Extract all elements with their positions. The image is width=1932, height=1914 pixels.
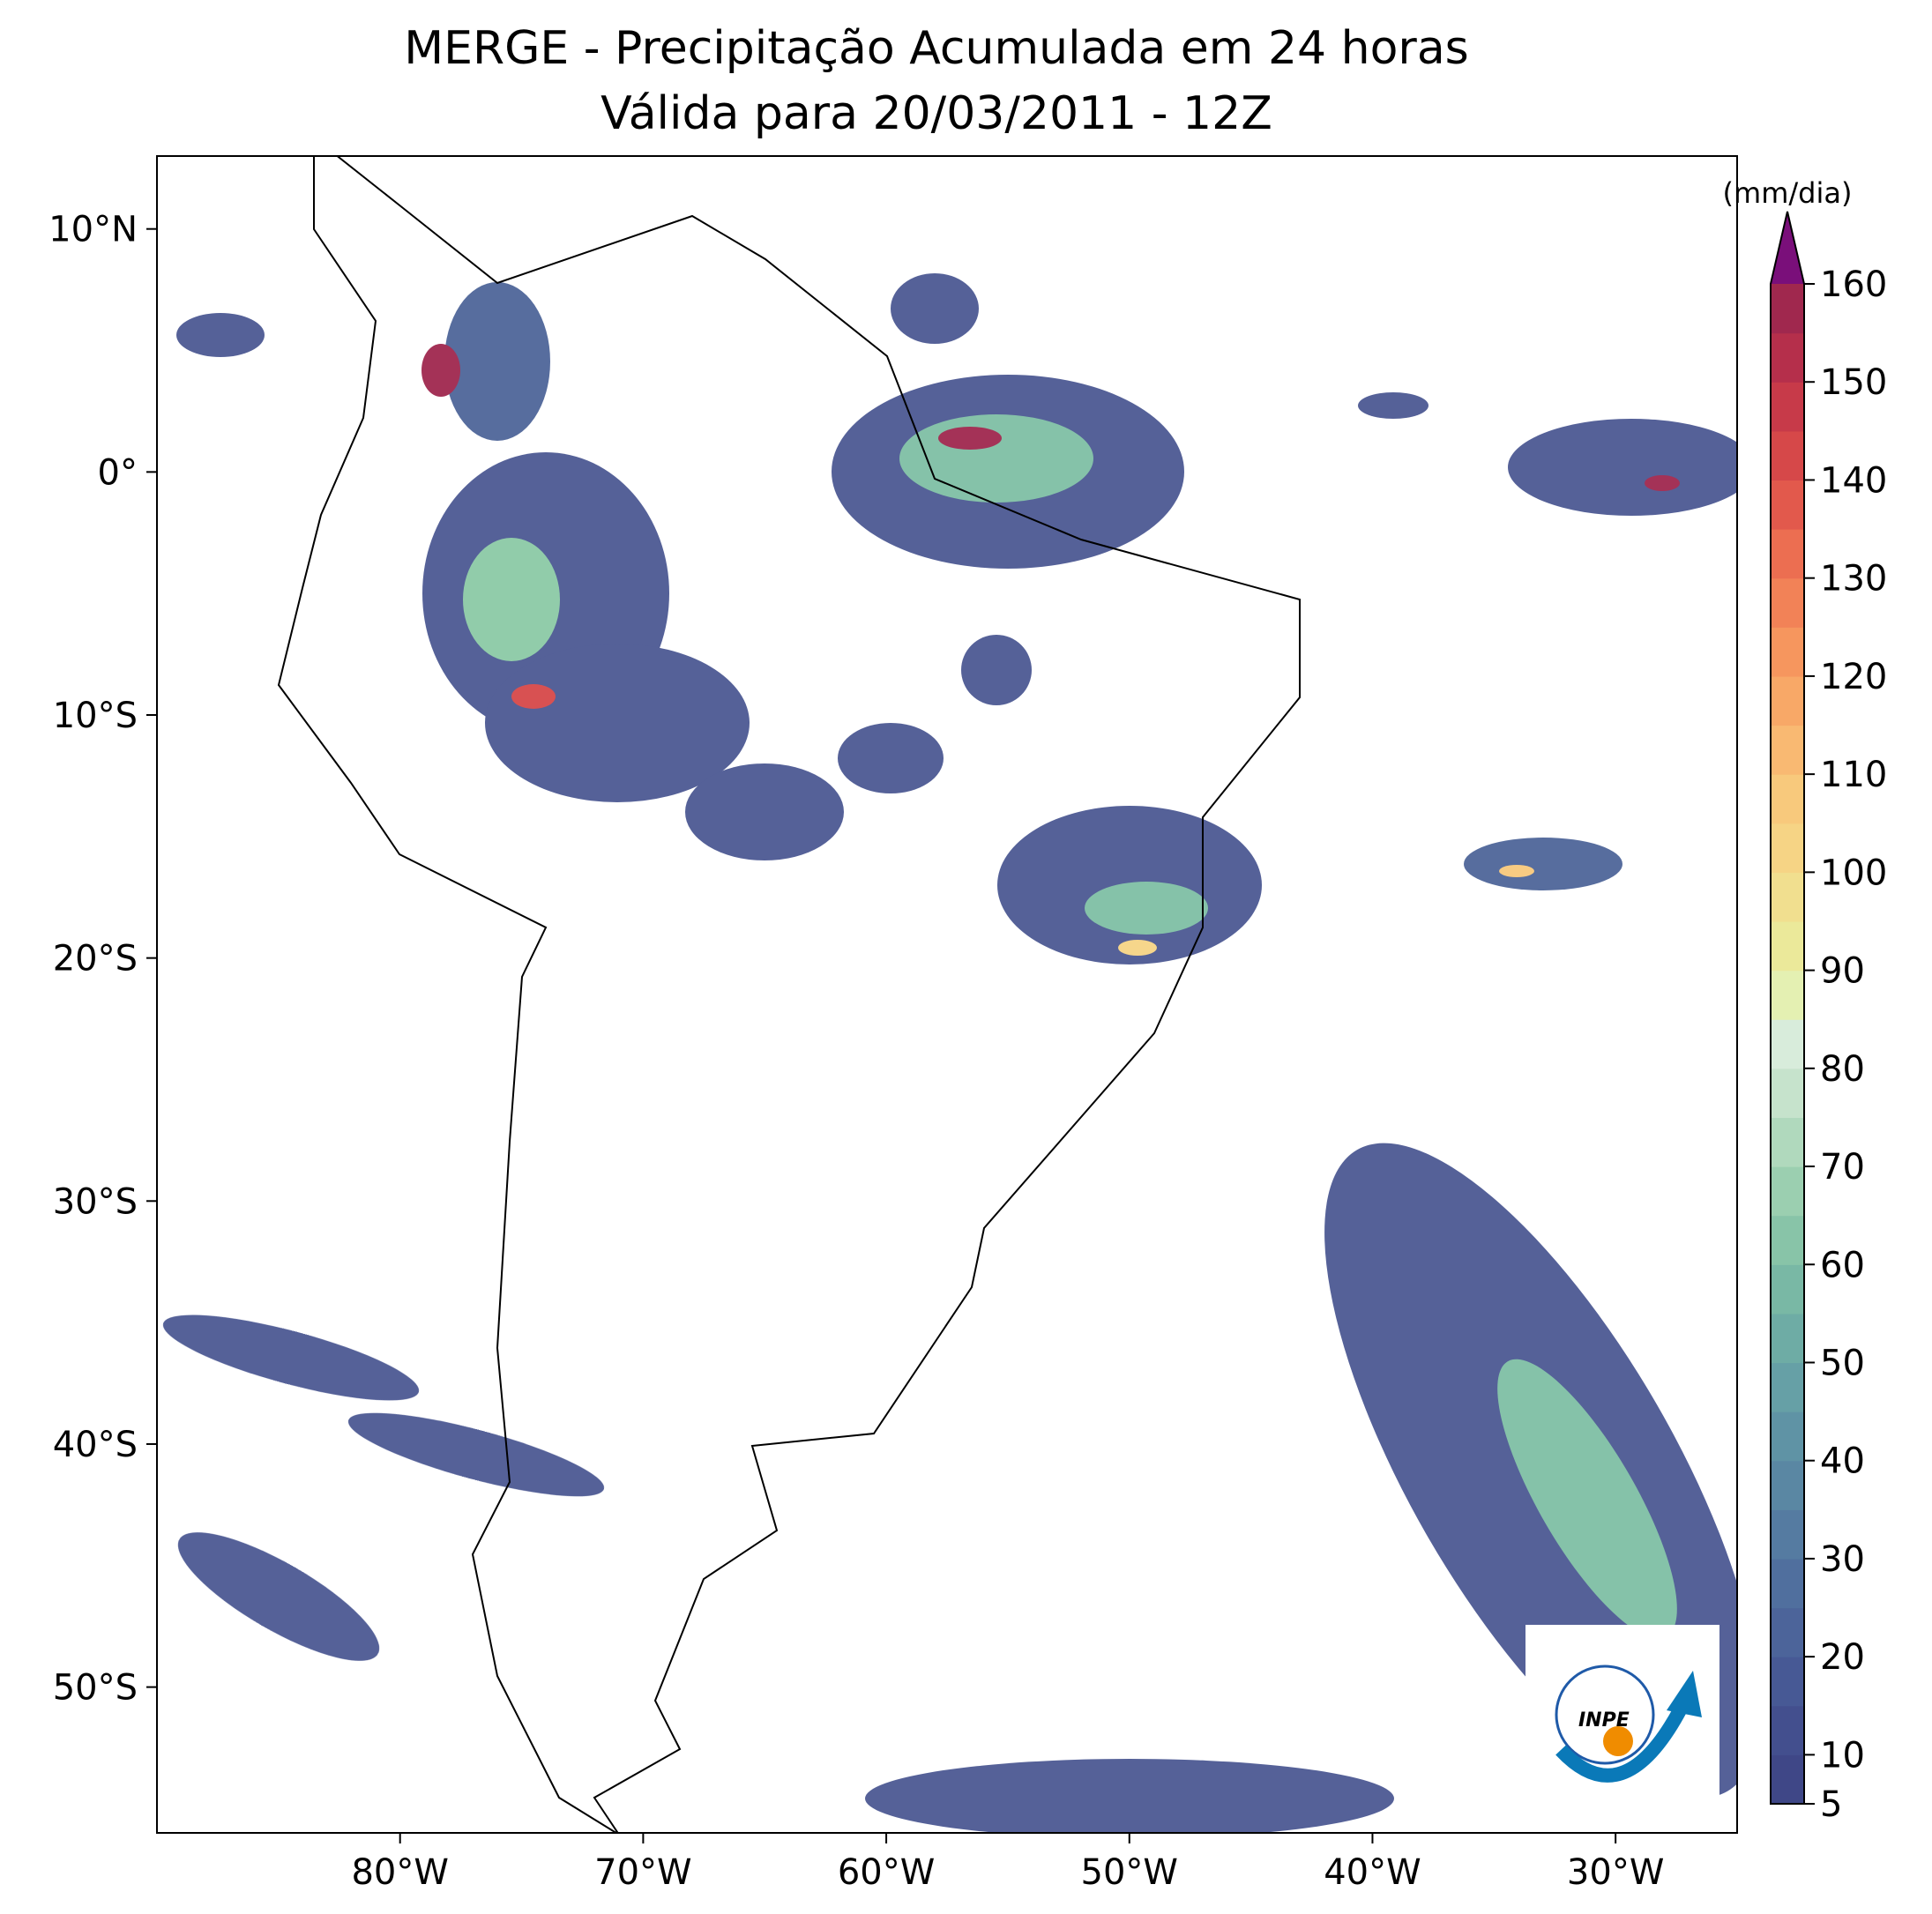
colorbar-band: [1771, 1411, 1804, 1462]
colorbar-band: [1771, 1264, 1804, 1314]
colorbar-band: [1771, 1068, 1804, 1119]
colorbar-tick-label: 80: [1820, 1049, 1865, 1090]
colorbar-band: [1771, 1509, 1804, 1560]
colorbar-band: [1771, 823, 1804, 873]
subtitle: Válida para 20/03/2011 - 12Z: [600, 87, 1272, 140]
colorbar-tick-label: 90: [1820, 951, 1865, 992]
colorbar-tick-label: 110: [1820, 755, 1887, 795]
colorbar-band: [1771, 1166, 1804, 1217]
logo: INPE: [1525, 1625, 1719, 1811]
colorbar-band: [1771, 1607, 1804, 1657]
y-tick-label: 0°: [98, 452, 138, 493]
colorbar-tick-label: 130: [1820, 559, 1887, 600]
colorbar-band: [1771, 627, 1804, 677]
colorbar-band: [1771, 675, 1804, 726]
colorbar-tick-label: 150: [1820, 362, 1887, 403]
coastline: [277, 156, 1301, 1833]
colorbar-outline: [1770, 211, 1805, 1805]
colorbar-band: [1771, 872, 1804, 922]
colorbar-band: [1771, 1313, 1804, 1364]
colorbar-band: [1771, 725, 1804, 775]
colorbar-tick-label: 50: [1820, 1343, 1865, 1383]
colorbar-tick-label: 20: [1820, 1637, 1865, 1678]
precipitation: [162, 273, 1737, 1833]
map-frame: [156, 155, 1738, 1834]
colorbar-band: [1771, 1019, 1804, 1069]
title: MERGE - Precipitação Acumulada em 24 hor…: [404, 22, 1469, 75]
colorbar-tick-label: 120: [1820, 657, 1887, 697]
x-tick-label: 50°W: [1081, 1852, 1178, 1893]
colorbar-tick-label: 5: [1820, 1784, 1842, 1825]
colorbar-tick-label: 100: [1820, 853, 1887, 893]
y-tick-label: 50°S: [53, 1668, 138, 1709]
y-tick-label: 20°S: [53, 939, 138, 979]
logo-text: INPE: [1578, 1709, 1630, 1732]
colorbar-label: (mm/dia): [1723, 176, 1853, 210]
colorbar-tick-label: 140: [1820, 460, 1887, 501]
colorbar-band: [1771, 284, 1804, 334]
colorbar-band: [1771, 480, 1804, 530]
colorbar-band: [1771, 332, 1804, 383]
x-tick-label: 70°W: [594, 1852, 691, 1893]
colorbar-extend: [1771, 212, 1804, 284]
colorbar-band: [1771, 1705, 1804, 1755]
y-tick-label: 10°S: [53, 696, 138, 736]
colorbar-band: [1771, 382, 1804, 432]
colorbar-band: [1771, 1117, 1804, 1167]
colorbar-band: [1771, 920, 1804, 972]
y-tick-label: 30°S: [53, 1181, 138, 1222]
x-tick-label: 30°W: [1567, 1852, 1664, 1893]
colorbar-tick-label: 70: [1820, 1147, 1865, 1188]
y-tick-label: 40°S: [53, 1425, 138, 1465]
y-tick-label: 10°N: [48, 210, 138, 250]
colorbar-band: [1771, 1215, 1804, 1265]
colorbar-tick-label: 10: [1820, 1735, 1865, 1776]
colorbar-tick-label: 160: [1820, 264, 1887, 305]
x-tick-label: 80°W: [351, 1852, 448, 1893]
x-tick-label: 40°W: [1324, 1852, 1421, 1893]
colorbar-band: [1771, 970, 1804, 1020]
colorbar-band: [1771, 774, 1804, 824]
colorbar-band: [1771, 1558, 1804, 1609]
colorbar-band: [1771, 1657, 1804, 1707]
x-tick-label: 60°W: [838, 1852, 935, 1893]
colorbar-band: [1771, 577, 1804, 628]
colorbar-band: [1771, 1362, 1804, 1412]
colorbar-tick-label: 40: [1820, 1441, 1865, 1482]
colorbar-band: [1771, 1754, 1804, 1805]
colorbar-band: [1771, 430, 1804, 481]
colorbar-tick-label: 60: [1820, 1245, 1865, 1285]
map-layer: [162, 156, 1737, 1833]
colorbar-band: [1771, 529, 1804, 579]
colorbar: 5 10 20 30 40 50 60 70 80 90 100 110 120 130 140 150 160…: [1723, 176, 1888, 1825]
colorbar-band: [1771, 1460, 1804, 1510]
colorbar-tick-label: 30: [1820, 1539, 1865, 1580]
